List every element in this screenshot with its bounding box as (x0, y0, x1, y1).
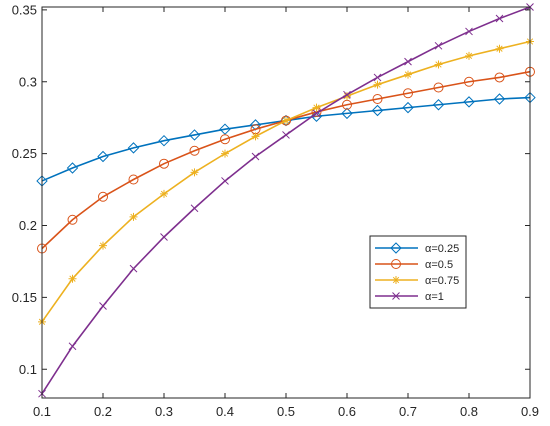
data-point-marker (493, 93, 506, 105)
data-point-marker (463, 96, 475, 108)
plot-area (42, 7, 530, 398)
y-tick-label: 0.35 (12, 2, 37, 17)
data-point-marker (66, 162, 79, 174)
x-tick-label: 0.3 (155, 404, 173, 419)
data-point-marker (220, 134, 230, 145)
data-point-marker (99, 241, 107, 250)
data-point-marker (282, 131, 290, 139)
data-point-marker (464, 76, 474, 87)
data-point-marker (342, 99, 352, 110)
data-point-marker (190, 168, 199, 177)
axes: 0.1 0.2 0.3 0.4 0.5 0.6 0.7 0.8 0.9 0.1 0.15 0.2 0.2… (12, 2, 539, 419)
y-tick-label: 0.2 (19, 218, 37, 233)
data-point-marker (403, 88, 413, 99)
data-point-marker (188, 129, 201, 141)
data-point-marker (371, 104, 384, 117)
y-tick-label: 0.25 (12, 146, 37, 161)
data-point-marker (99, 302, 107, 310)
data-point-marker (404, 70, 412, 79)
data-point-marker (465, 51, 473, 60)
data-point-marker (97, 150, 109, 163)
data-point-marker (127, 142, 140, 154)
legend-entry: α=0.5 (375, 259, 453, 271)
legend-label: α=0.25 (425, 243, 459, 255)
data-point-marker (343, 92, 351, 101)
data-point-marker (221, 149, 229, 158)
data-point-marker (158, 134, 170, 147)
data-point-marker (128, 174, 139, 185)
y-tick-label: 0.1 (19, 362, 37, 377)
data-point-marker (159, 158, 169, 169)
x-tick-label: 0.2 (94, 404, 112, 419)
data-point-marker (341, 107, 353, 120)
x-tick-label: 0.9 (521, 404, 539, 419)
data-point-marker (68, 342, 77, 351)
y-tick-label: 0.15 (12, 290, 37, 305)
data-point-marker (221, 177, 229, 185)
data-point-marker (372, 94, 383, 104)
legend-marker (391, 259, 401, 269)
legend-entry: α=0.25 (375, 242, 459, 255)
data-point-marker (373, 80, 382, 89)
legend: α=0.25 α=0.5 α=0.75 α=1 (369, 235, 467, 309)
data-point-marker (494, 72, 505, 83)
y-tick-label: 0.3 (19, 74, 37, 89)
data-point-marker (434, 60, 443, 69)
data-point-marker (190, 204, 199, 213)
plot-background (42, 7, 530, 398)
legend-marker (392, 276, 400, 284)
data-point-marker (251, 132, 260, 141)
x-tick-label: 0.1 (33, 404, 51, 419)
data-point-marker (129, 212, 138, 221)
x-tick-label: 0.7 (399, 404, 417, 419)
data-point-marker (282, 116, 290, 125)
data-point-marker (434, 41, 443, 50)
data-point-marker (251, 152, 260, 161)
data-point-marker (404, 57, 412, 66)
data-point-marker (219, 123, 231, 135)
data-point-marker (98, 191, 108, 202)
data-point-marker (68, 274, 77, 283)
legend-label: α=1 (425, 291, 444, 303)
series-layer (36, 3, 536, 398)
data-point-marker (495, 14, 504, 23)
data-point-marker (465, 27, 473, 36)
legend-entry: α=1 (375, 291, 444, 303)
data-point-marker (343, 90, 351, 99)
legend-label: α=0.75 (425, 275, 459, 287)
legend-label: α=0.5 (425, 259, 453, 271)
data-point-marker (495, 44, 504, 53)
series-3 (38, 37, 534, 326)
legend-marker (390, 242, 402, 254)
data-point-marker (432, 99, 445, 111)
x-tick-label: 0.6 (338, 404, 356, 419)
x-tick-label: 0.5 (277, 404, 295, 419)
data-point-marker (129, 264, 138, 273)
data-point-marker (160, 189, 168, 198)
data-point-marker (67, 214, 78, 225)
data-point-marker (160, 233, 168, 241)
data-point-marker (189, 145, 200, 156)
legend-marker (392, 292, 400, 300)
data-point-marker (312, 109, 321, 118)
data-point-marker (433, 82, 444, 93)
x-tick-label: 0.8 (460, 404, 478, 419)
x-tick-label: 0.4 (216, 404, 234, 419)
data-point-marker (402, 101, 414, 114)
series-4 (38, 3, 534, 398)
legend-entry: α=0.75 (375, 275, 459, 287)
data-point-marker (312, 103, 321, 112)
data-point-marker (281, 115, 291, 126)
data-point-marker (373, 73, 382, 82)
